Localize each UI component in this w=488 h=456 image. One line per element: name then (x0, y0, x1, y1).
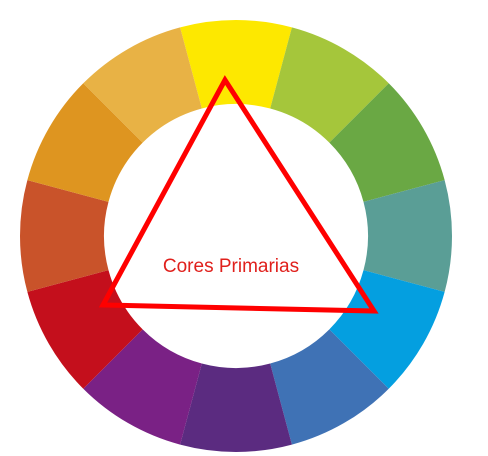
ring-segment-2 (270, 27, 389, 143)
ring-segment-12 (83, 27, 202, 143)
ring-segment-9 (27, 270, 143, 389)
ring-segment-10 (20, 180, 109, 292)
ring-segment-6 (270, 329, 389, 445)
ring-segment-4 (363, 180, 452, 292)
ring-segment-1 (180, 20, 292, 109)
ring-segment-8 (83, 329, 202, 445)
primary-colors-triangle (98, 75, 379, 314)
ring-segment-3 (329, 83, 445, 202)
ring-segment-7 (180, 363, 292, 452)
color-wheel-ring (20, 20, 452, 452)
triangle-label: Cores Primarias (163, 256, 299, 277)
ring-segment-11 (27, 83, 143, 202)
ring-segment-5 (329, 270, 445, 389)
